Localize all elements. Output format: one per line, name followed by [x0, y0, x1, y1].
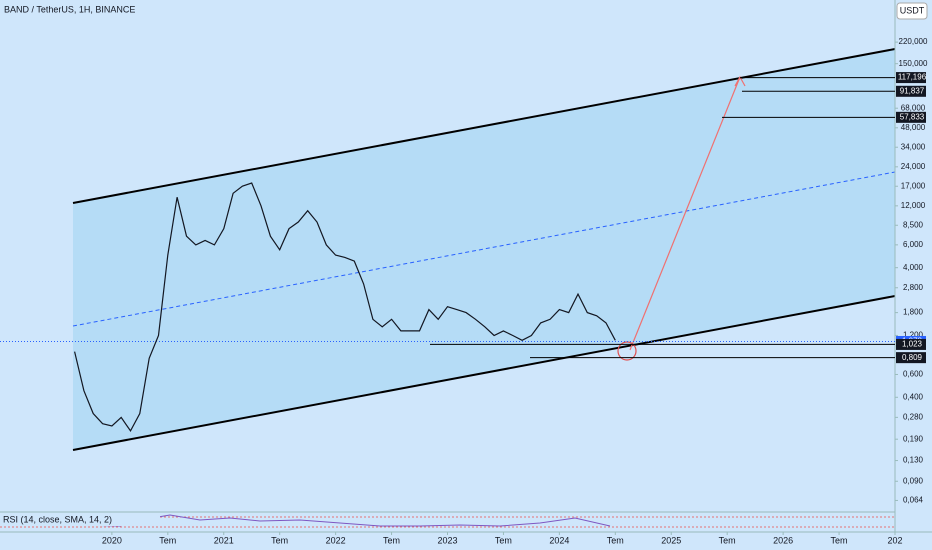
x-tick-label: Tem	[159, 535, 176, 545]
price-label: 57,833	[900, 112, 925, 121]
price-label: 117,196	[898, 73, 927, 82]
price-label-bg	[896, 338, 926, 350]
rsi-label: RSI (14, close, SMA, 14, 2)	[3, 514, 112, 524]
channel-upper	[72, 48, 896, 204]
x-tick-label: 2025	[661, 535, 681, 545]
price-label: 1,023	[902, 340, 923, 349]
y-tick-label: 48,000	[901, 123, 926, 132]
x-tick-label: 202	[887, 535, 902, 545]
x-tick-label: 2020	[102, 535, 122, 545]
x-tick-label: Tem	[383, 535, 400, 545]
y-tick-label: 220,000	[899, 37, 928, 46]
x-tick-label: Tem	[271, 535, 288, 545]
channel-mid	[72, 171, 896, 327]
y-tick-label: 0,090	[903, 476, 924, 485]
x-tick-label: 2022	[326, 535, 346, 545]
price-label-bg	[896, 111, 926, 123]
y-tick-label: 4,000	[903, 263, 924, 272]
y-tick-label: 0,190	[903, 434, 924, 443]
y-tick-label: 8,500	[903, 220, 924, 229]
y-tick-label: 0,064	[903, 496, 924, 505]
y-tick-label: 12,000	[901, 201, 926, 210]
y-tick-label: 0,280	[903, 412, 924, 421]
y-tick-label: 1,800	[903, 308, 924, 317]
y-tick-label: 34,000	[901, 142, 926, 151]
price-label: 91,837	[900, 86, 925, 95]
x-tick-label: 2023	[437, 535, 457, 545]
price-line	[74, 182, 616, 433]
price-label: 0,809	[902, 353, 923, 362]
y-tick-label: 68,000	[901, 103, 926, 112]
price-label-bg	[896, 85, 926, 97]
currency-label: USDT	[900, 5, 925, 15]
x-tick-label: 2021	[214, 535, 234, 545]
arrow-head	[734, 75, 746, 87]
price-label-bg	[896, 72, 926, 84]
price-label-bg	[896, 352, 926, 364]
y-tick-label: 0,600	[903, 370, 924, 379]
y-tick-label: 6,000	[903, 240, 924, 249]
rsi-label-bg	[0, 513, 160, 526]
currency-button[interactable]	[896, 2, 928, 20]
x-tick-label: Tem	[719, 535, 736, 545]
x-tick-label: Tem	[607, 535, 624, 545]
channel-fill	[73, 49, 895, 450]
y-tick-label: 150,000	[899, 59, 928, 68]
y-tick-label: 17,000	[901, 181, 926, 190]
y-tick-label: 1,200	[903, 331, 924, 340]
projection-arrow	[629, 76, 741, 351]
y-tick-label: 0,400	[903, 392, 924, 401]
x-tick-label: 2026	[773, 535, 793, 545]
y-tick-label: 24,000	[901, 162, 926, 171]
x-tick-label: Tem	[495, 535, 512, 545]
chart-title: BAND / TetherUS, 1H, BINANCE	[4, 4, 135, 14]
y-tick-label: 0,130	[903, 456, 924, 465]
highlight-circle	[617, 341, 637, 361]
x-tick-label: 2024	[549, 535, 569, 545]
y-tick-label: 2,800	[903, 283, 924, 292]
x-tick-label: Tem	[831, 535, 848, 545]
channel-lower	[72, 295, 896, 451]
